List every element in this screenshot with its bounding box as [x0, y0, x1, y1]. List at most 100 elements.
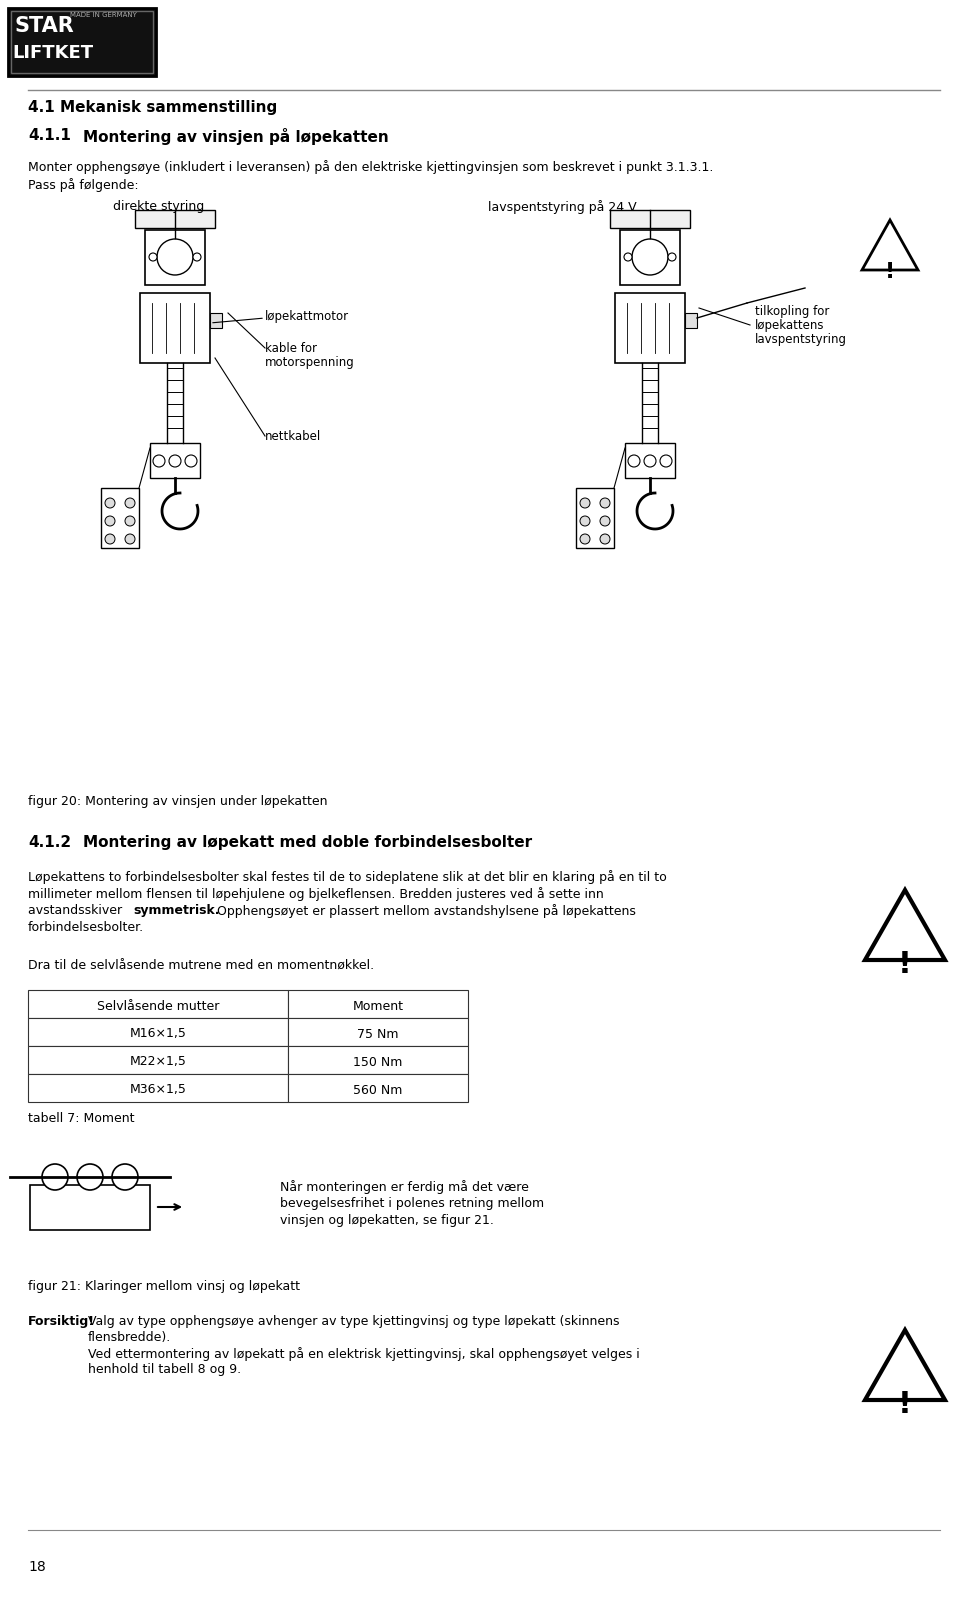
- Text: 560 Nm: 560 Nm: [353, 1084, 402, 1096]
- Text: figur 21: Klaringer mellom vinsj og løpekatt: figur 21: Klaringer mellom vinsj og løpe…: [28, 1281, 300, 1294]
- Bar: [685, 313, 697, 329]
- Bar: [576, 487, 614, 548]
- Circle shape: [668, 253, 676, 261]
- Bar: [145, 229, 205, 285]
- Bar: [150, 442, 200, 478]
- Text: kable for: kable for: [265, 341, 317, 354]
- Bar: [28, 991, 288, 1018]
- Bar: [625, 442, 675, 478]
- Text: Monter opphengsøye (inkludert i leveransen) på den elektriske kjettingvinsjen so: Monter opphengsøye (inkludert i leverans…: [28, 160, 713, 175]
- Bar: [288, 1047, 468, 1074]
- Circle shape: [600, 516, 610, 526]
- Text: symmetrisk.: symmetrisk.: [133, 904, 220, 917]
- Text: direkte styring: direkte styring: [113, 200, 204, 213]
- Text: M36×1,5: M36×1,5: [130, 1084, 186, 1096]
- Circle shape: [125, 516, 135, 526]
- Text: motorspenning: motorspenning: [265, 356, 355, 369]
- Circle shape: [149, 253, 157, 261]
- Text: tabell 7: Moment: tabell 7: Moment: [28, 1112, 134, 1125]
- Circle shape: [660, 455, 672, 466]
- Text: vinsjen og løpekatten, se figur 21.: vinsjen og løpekatten, se figur 21.: [280, 1213, 493, 1226]
- Text: Når monteringen er ferdig må det være: Når monteringen er ferdig må det være: [280, 1180, 529, 1194]
- Text: 150 Nm: 150 Nm: [353, 1055, 402, 1069]
- Circle shape: [153, 455, 165, 466]
- Bar: [288, 1018, 468, 1047]
- Bar: [135, 210, 215, 228]
- Text: Valg av type opphengsøye avhenger av type kjettingvinsj og type løpekatt (skinne: Valg av type opphengsøye avhenger av typ…: [88, 1314, 619, 1327]
- Text: 4.1.2: 4.1.2: [28, 835, 71, 850]
- Text: Montering av løpekatt med doble forbindelsesbolter: Montering av løpekatt med doble forbinde…: [83, 835, 532, 850]
- Text: Løpekattens to forbindelsesbolter skal festes til de to sideplatene slik at det : Løpekattens to forbindelsesbolter skal f…: [28, 870, 667, 883]
- Text: lavspentstyring på 24 V: lavspentstyring på 24 V: [488, 200, 636, 213]
- Circle shape: [580, 516, 590, 526]
- Circle shape: [624, 253, 632, 261]
- Bar: [620, 229, 680, 285]
- Bar: [610, 210, 690, 228]
- Polygon shape: [862, 220, 918, 269]
- Polygon shape: [865, 890, 945, 960]
- Bar: [8, 8, 156, 75]
- Text: 4.1.1: 4.1.1: [28, 128, 71, 143]
- Bar: [11, 11, 153, 74]
- Circle shape: [105, 499, 115, 508]
- Circle shape: [105, 534, 115, 543]
- Text: Moment: Moment: [352, 1000, 403, 1013]
- Bar: [288, 991, 468, 1018]
- Circle shape: [112, 1164, 138, 1189]
- Text: Selvlåsende mutter: Selvlåsende mutter: [97, 1000, 219, 1013]
- Text: figur 20: Montering av vinsjen under løpekatten: figur 20: Montering av vinsjen under løp…: [28, 795, 327, 808]
- Text: millimeter mellom flensen til løpehjulene og bjelkeflensen. Bredden justeres ved: millimeter mellom flensen til løpehjulen…: [28, 886, 604, 901]
- Circle shape: [644, 455, 656, 466]
- Bar: [28, 1018, 288, 1047]
- Circle shape: [600, 534, 610, 543]
- Text: 4.1 Mekanisk sammenstilling: 4.1 Mekanisk sammenstilling: [28, 99, 277, 115]
- Circle shape: [580, 499, 590, 508]
- Circle shape: [125, 534, 135, 543]
- Text: løpekattens: løpekattens: [755, 319, 825, 332]
- Circle shape: [77, 1164, 103, 1189]
- Circle shape: [600, 499, 610, 508]
- Text: nettkabel: nettkabel: [265, 430, 322, 442]
- Circle shape: [105, 516, 115, 526]
- Text: STAR: STAR: [14, 16, 74, 35]
- Text: LIFTKET: LIFTKET: [12, 43, 93, 63]
- Circle shape: [185, 455, 197, 466]
- Text: Forsiktig!: Forsiktig!: [28, 1314, 95, 1327]
- Circle shape: [157, 239, 193, 276]
- Circle shape: [125, 499, 135, 508]
- Text: forbindelsesbolter.: forbindelsesbolter.: [28, 922, 144, 935]
- Circle shape: [580, 534, 590, 543]
- Text: 75 Nm: 75 Nm: [357, 1028, 398, 1040]
- Bar: [140, 293, 210, 362]
- Text: MADE IN GERMANY: MADE IN GERMANY: [70, 11, 137, 18]
- Circle shape: [193, 253, 201, 261]
- Text: Montering av vinsjen på løpekatten: Montering av vinsjen på løpekatten: [83, 128, 389, 144]
- Text: flensbredde).: flensbredde).: [88, 1330, 171, 1343]
- Circle shape: [632, 239, 668, 276]
- Text: tilkopling for: tilkopling for: [755, 305, 829, 317]
- Text: 18: 18: [28, 1560, 46, 1574]
- Text: henhold til tabell 8 og 9.: henhold til tabell 8 og 9.: [88, 1363, 241, 1375]
- Circle shape: [169, 455, 181, 466]
- Circle shape: [42, 1164, 68, 1189]
- Text: !: !: [898, 951, 912, 979]
- Text: Ved ettermontering av løpekatt på en elektrisk kjettingvinsj, skal opphengsøyet : Ved ettermontering av løpekatt på en ele…: [88, 1347, 639, 1361]
- Text: Opphengsøyet er plassert mellom avstandshylsene på løpekattens: Opphengsøyet er plassert mellom avstands…: [213, 904, 636, 919]
- Text: løpekattmotor: løpekattmotor: [265, 309, 349, 322]
- Bar: [288, 1074, 468, 1101]
- Bar: [28, 1047, 288, 1074]
- Bar: [30, 1185, 150, 1230]
- Bar: [101, 487, 139, 548]
- Text: M22×1,5: M22×1,5: [130, 1055, 186, 1069]
- Text: lavspentstyring: lavspentstyring: [755, 333, 847, 346]
- Text: Dra til de selvlåsende mutrene med en momentnøkkel.: Dra til de selvlåsende mutrene med en mo…: [28, 960, 374, 973]
- Circle shape: [628, 455, 640, 466]
- Text: bevegelsesfrihet i polenes retning mellom: bevegelsesfrihet i polenes retning mello…: [280, 1197, 544, 1210]
- Bar: [210, 313, 222, 329]
- Bar: [615, 293, 685, 362]
- Text: M16×1,5: M16×1,5: [130, 1028, 186, 1040]
- Text: Pass på følgende:: Pass på følgende:: [28, 178, 138, 192]
- Bar: [28, 1074, 288, 1101]
- Text: !: !: [885, 261, 895, 282]
- Text: avstandsskiver: avstandsskiver: [28, 904, 126, 917]
